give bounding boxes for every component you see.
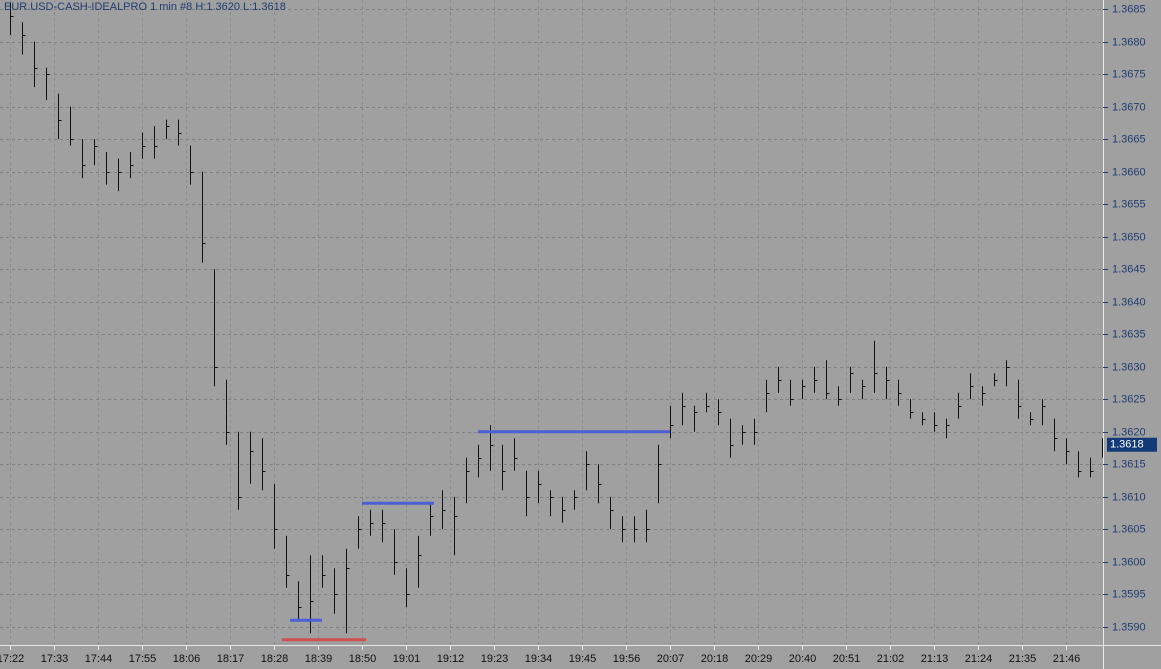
x-tick-label: 17:44 (85, 653, 113, 665)
x-tick-label: 18:28 (261, 653, 289, 665)
y-tick-label: 1.3630 (1112, 361, 1146, 373)
x-tick-label: 19:45 (569, 653, 597, 665)
y-tick-label: 1.3635 (1112, 328, 1146, 340)
x-tick-label: 21:24 (965, 653, 993, 665)
x-tick-label: 21:35 (1009, 653, 1037, 665)
y-tick-label: 1.3670 (1112, 101, 1146, 113)
plot-area (0, 0, 1103, 645)
y-tick-label: 1.3675 (1112, 68, 1146, 80)
y-tick-label: 1.3595 (1112, 588, 1146, 600)
x-tick-label: 20:18 (701, 653, 729, 665)
x-tick-label: 20:40 (789, 653, 817, 665)
y-tick-label: 1.3610 (1112, 491, 1146, 503)
x-tick-label: 18:06 (173, 653, 201, 665)
x-tick-label: 20:07 (657, 653, 685, 665)
x-tick-label: 18:39 (305, 653, 333, 665)
x-tick-label: 20:29 (745, 653, 773, 665)
x-tick-label: 18:17 (217, 653, 245, 665)
y-tick-label: 1.3620 (1112, 426, 1146, 438)
x-tick-label: 21:13 (921, 653, 949, 665)
y-tick-label: 1.3655 (1112, 198, 1146, 210)
x-tick-label: 18:50 (349, 653, 377, 665)
x-tick-label: 17:33 (41, 653, 69, 665)
x-tick-label: 17:22 (0, 653, 24, 665)
x-tick-label: 19:12 (437, 653, 465, 665)
x-tick-label: 17:55 (129, 653, 157, 665)
y-tick-label: 1.3680 (1112, 36, 1146, 48)
y-tick-label: 1.3590 (1112, 621, 1146, 633)
y-tick-label: 1.3645 (1112, 263, 1146, 275)
y-tick-label: 1.3605 (1112, 523, 1146, 535)
x-tick-label: 19:01 (393, 653, 421, 665)
x-tick-label: 21:02 (877, 653, 905, 665)
y-tick-label: 1.3625 (1112, 393, 1146, 405)
last-price-label: 1.3618 (1110, 439, 1144, 451)
x-tick-label: 19:34 (525, 653, 553, 665)
x-tick-label: 21:46 (1053, 653, 1081, 665)
y-tick-label: 1.3640 (1112, 296, 1146, 308)
x-tick-label: 19:56 (613, 653, 641, 665)
axes: 1.3590 1.3595 1.3600 1.3605 1.3610 1.3615 1.36… (0, 3, 1157, 665)
last-price-box (1107, 437, 1157, 452)
y-tick-label: 1.3685 (1112, 3, 1146, 15)
x-tick-label: 20:51 (833, 653, 861, 665)
y-tick-label: 1.3665 (1112, 133, 1146, 145)
chart-title: EUR.USD-CASH-IDEALPRO 1 min #8 H:1.3620 … (4, 1, 286, 13)
y-tick-label: 1.3615 (1112, 458, 1146, 470)
y-tick-label: 1.3660 (1112, 166, 1146, 178)
y-tick-label: 1.3600 (1112, 556, 1146, 568)
y-tick-label: 1.3650 (1112, 231, 1146, 243)
x-tick-label: 19:23 (481, 653, 509, 665)
